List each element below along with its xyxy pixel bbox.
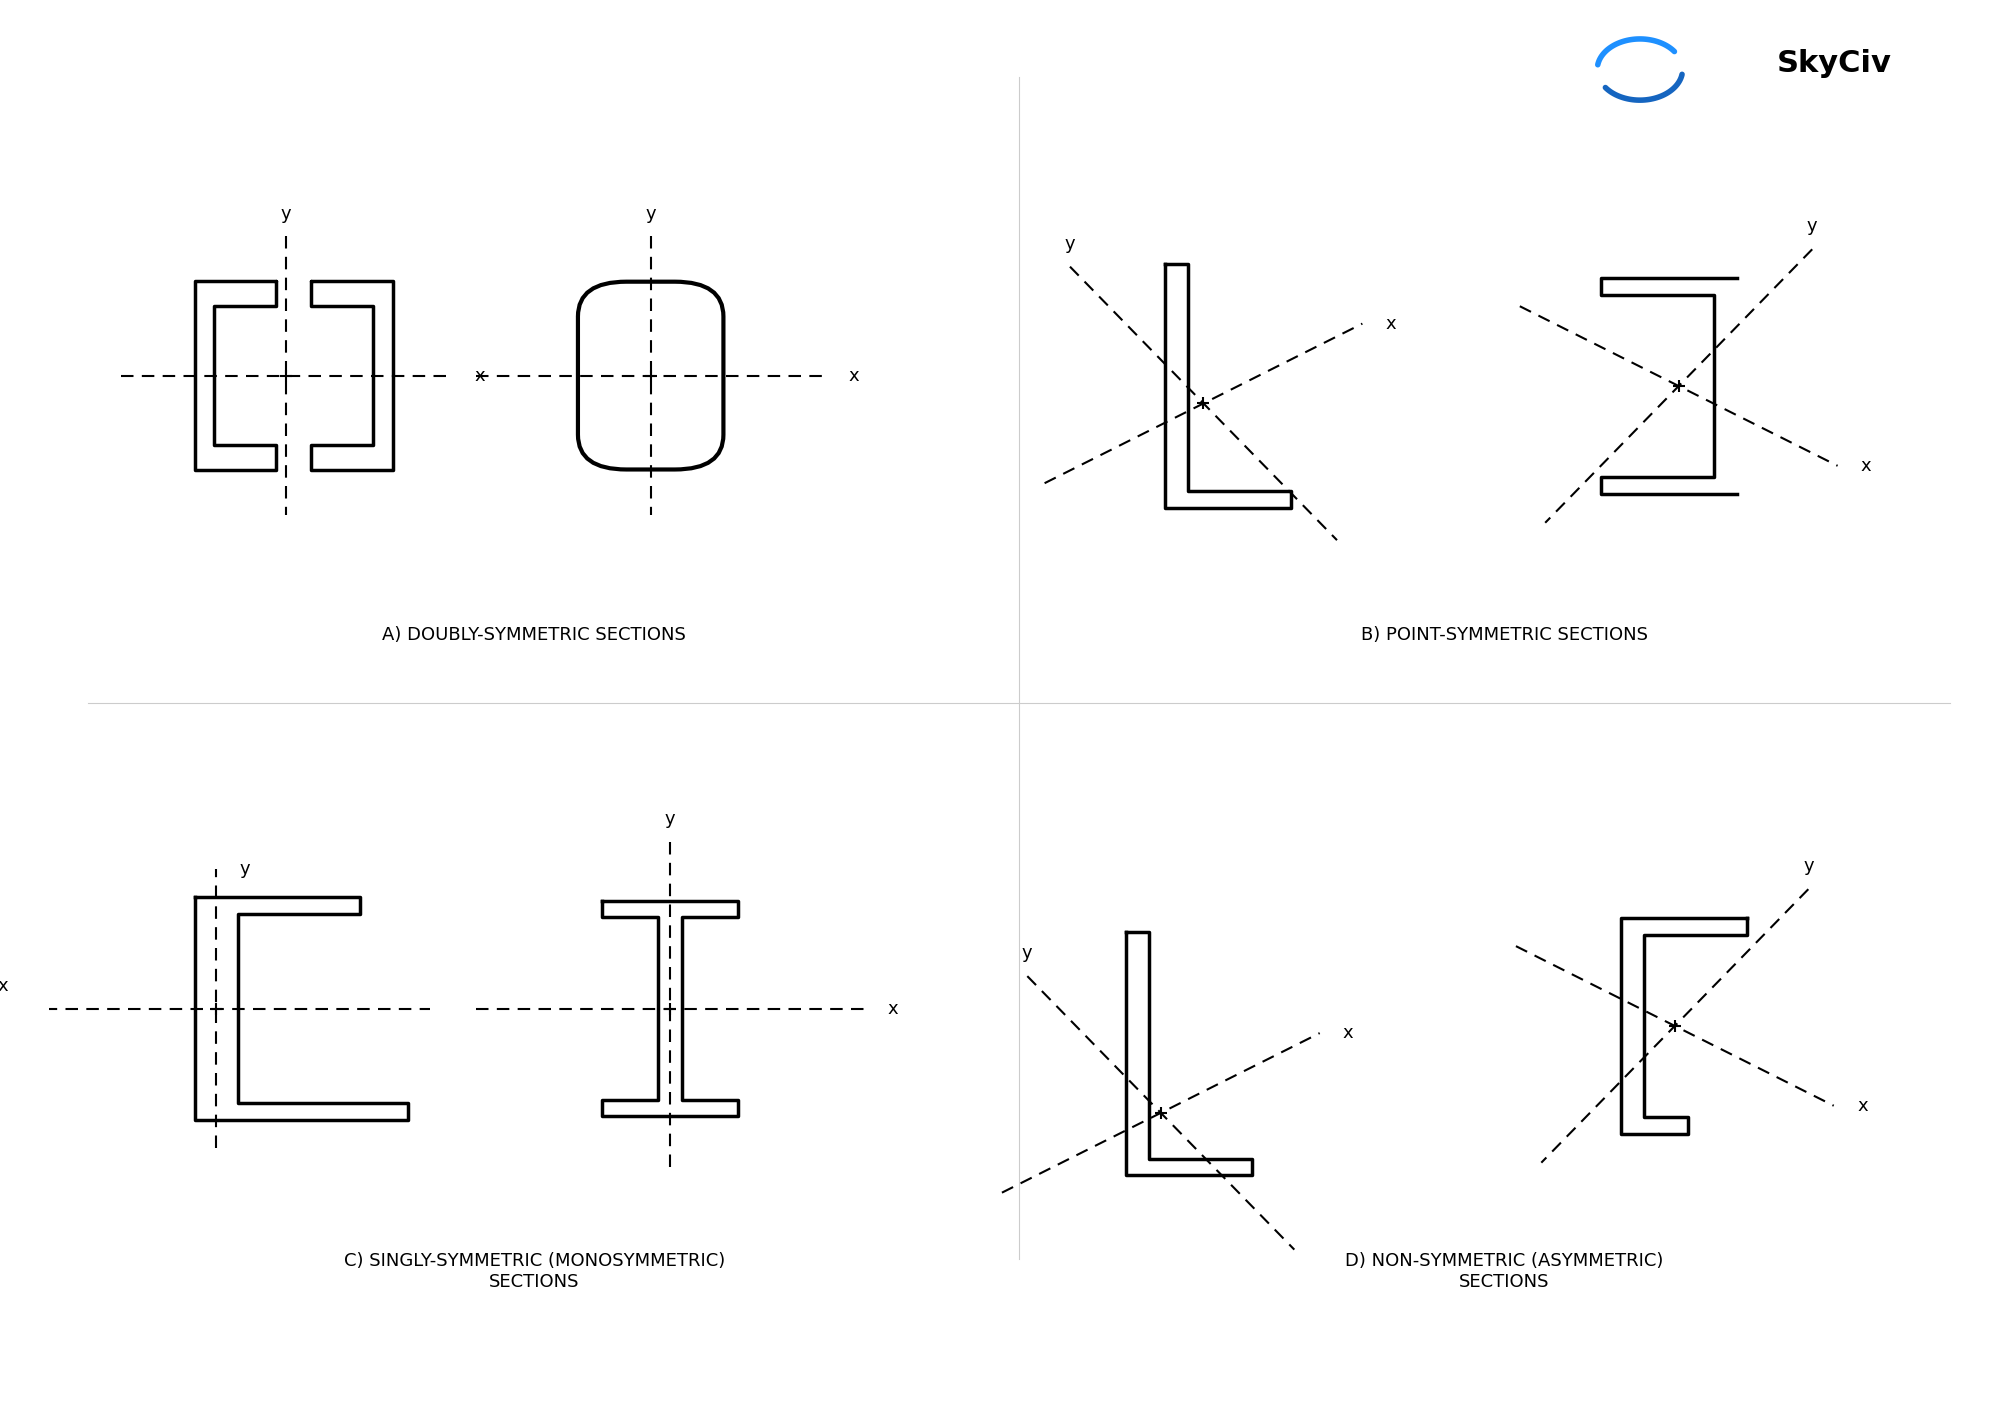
Text: y: y <box>645 205 657 222</box>
Text: x: x <box>1860 457 1872 475</box>
Text: x: x <box>1343 1024 1353 1043</box>
Text: y: y <box>1806 218 1818 236</box>
Text: y: y <box>1802 857 1814 875</box>
Text: x: x <box>888 999 898 1017</box>
Text: C) SINGLY-SYMMETRIC (MONOSYMMETRIC)
SECTIONS: C) SINGLY-SYMMETRIC (MONOSYMMETRIC) SECT… <box>343 1252 725 1291</box>
Text: B) POINT-SYMMETRIC SECTIONS: B) POINT-SYMMETRIC SECTIONS <box>1361 627 1647 643</box>
Text: y: y <box>240 860 250 878</box>
Text: D) NON-SYMMETRIC (ASYMMETRIC)
SECTIONS: D) NON-SYMMETRIC (ASYMMETRIC) SECTIONS <box>1345 1252 1663 1291</box>
Text: x: x <box>475 367 485 385</box>
Text: y: y <box>1064 235 1076 253</box>
Text: y: y <box>281 205 291 222</box>
Text: y: y <box>665 809 675 828</box>
Text: SkyCiv: SkyCiv <box>1776 49 1892 77</box>
Text: A) DOUBLY-SYMMETRIC SECTIONS: A) DOUBLY-SYMMETRIC SECTIONS <box>383 627 687 643</box>
Text: y: y <box>1022 944 1032 962</box>
Text: x: x <box>1856 1097 1868 1114</box>
Text: x: x <box>1385 315 1397 333</box>
Text: x: x <box>0 976 8 995</box>
Text: x: x <box>848 367 858 385</box>
